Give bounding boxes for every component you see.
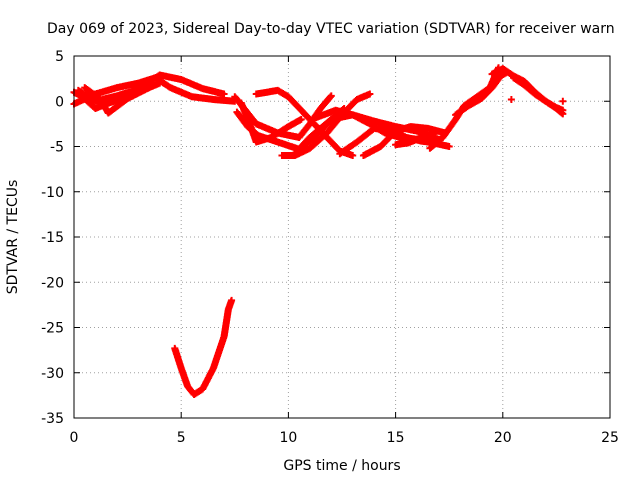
grid bbox=[74, 56, 610, 418]
y-tick-label: -5 bbox=[50, 140, 64, 156]
series-track-16 bbox=[452, 68, 511, 119]
series-track-7 bbox=[237, 99, 305, 146]
x-tick-label: 0 bbox=[70, 430, 79, 446]
x-tick-label: 15 bbox=[387, 430, 405, 446]
data-point bbox=[156, 79, 164, 87]
y-tick-label: -30 bbox=[41, 366, 64, 382]
data-point bbox=[366, 90, 374, 98]
y-tick-label: -10 bbox=[41, 185, 64, 201]
data-point bbox=[430, 130, 438, 138]
y-tick-label: -35 bbox=[41, 411, 64, 427]
data-point bbox=[507, 95, 515, 103]
y-tick-label: -15 bbox=[41, 230, 64, 246]
tick-labels: 0 5 10 15 20 25 5 0 -5 -10 -15 -20 -25 -30 -35 bbox=[41, 49, 619, 446]
series-track-18 bbox=[510, 74, 567, 114]
series-track-14 bbox=[392, 130, 438, 149]
y-tick-label: 5 bbox=[55, 49, 64, 65]
data-points bbox=[70, 64, 567, 398]
data-point bbox=[297, 115, 305, 123]
series-isolated-points bbox=[507, 95, 567, 105]
x-axis-label: GPS time / hours bbox=[283, 458, 400, 474]
data-point bbox=[559, 106, 567, 114]
data-point bbox=[327, 92, 335, 100]
data-point bbox=[559, 97, 567, 105]
data-point bbox=[349, 152, 357, 160]
y-axis-label: SDTVAR / TECUs bbox=[5, 180, 21, 295]
data-point bbox=[145, 84, 153, 92]
chart-title: Day 069 of 2023, Sidereal Day-to-day VTE… bbox=[47, 21, 615, 37]
x-tick-label: 20 bbox=[494, 430, 512, 446]
y-tick-label: -20 bbox=[41, 275, 64, 291]
series-track-19 bbox=[171, 296, 236, 398]
x-tick-label: 10 bbox=[279, 430, 297, 446]
y-tick-label: 0 bbox=[55, 94, 64, 110]
plot-frame bbox=[73, 55, 611, 419]
data-point bbox=[220, 90, 228, 98]
x-tick-label: 25 bbox=[601, 430, 619, 446]
data-point bbox=[445, 143, 453, 150]
data-point bbox=[228, 296, 236, 304]
x-tick-label: 5 bbox=[177, 430, 186, 446]
y-tick-label: -25 bbox=[41, 321, 64, 337]
